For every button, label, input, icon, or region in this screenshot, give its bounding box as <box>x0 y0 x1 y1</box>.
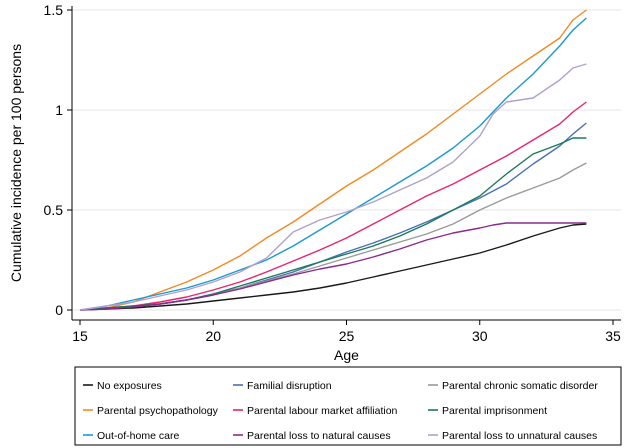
x-tick-label: 30 <box>472 328 488 344</box>
legend-label: Parental loss to unnatural causes <box>442 430 597 442</box>
series-line-parental-imprisonment <box>79 137 587 311</box>
series-line-parental-loss-to-unnatural-causes <box>79 63 587 311</box>
y-axis-title: Cumulative incidence per 100 persons <box>8 44 24 282</box>
legend-label: Parental loss to natural causes <box>247 430 391 442</box>
legend-label: Parental psychopathology <box>97 405 219 417</box>
series-line-out-of-home-care <box>79 17 587 311</box>
x-tick-label: 15 <box>72 328 88 344</box>
series-line-parental-chronic-somatic-disorder <box>79 162 587 311</box>
legend: No exposures Familial disruption Parental … <box>74 366 622 446</box>
y-tick-label: 0.5 <box>44 202 64 218</box>
y-tick-label: 0 <box>55 302 63 318</box>
legend-label: No exposures <box>97 380 162 392</box>
series-line-no-exposures <box>79 223 587 311</box>
x-tick-label: 35 <box>605 328 621 344</box>
gridlines <box>72 9 621 311</box>
legend-label: Out-of-home care <box>97 430 179 442</box>
axes: 0 0.5 1 1.5 15 20 25 30 35 <box>44 2 621 344</box>
series-line-parental-labour-market-affiliation <box>79 101 587 311</box>
legend-label: Parental labour market affiliation <box>247 405 398 417</box>
x-tick-label: 25 <box>339 328 355 344</box>
x-axis-title: Age <box>334 347 359 363</box>
series-line-parental-psychopathology <box>79 9 587 311</box>
legend-label: Familial disruption <box>247 380 332 392</box>
legend-box <box>74 366 622 446</box>
legend-label: Parental chronic somatic disorder <box>442 380 598 392</box>
series-line-parental-loss-to-natural-causes <box>79 222 587 311</box>
y-tick-label: 1 <box>55 102 63 118</box>
y-tick-label: 1.5 <box>44 2 64 18</box>
legend-label: Parental imprisonment <box>442 405 547 417</box>
data-series <box>79 9 587 311</box>
x-tick-label: 20 <box>205 328 221 344</box>
